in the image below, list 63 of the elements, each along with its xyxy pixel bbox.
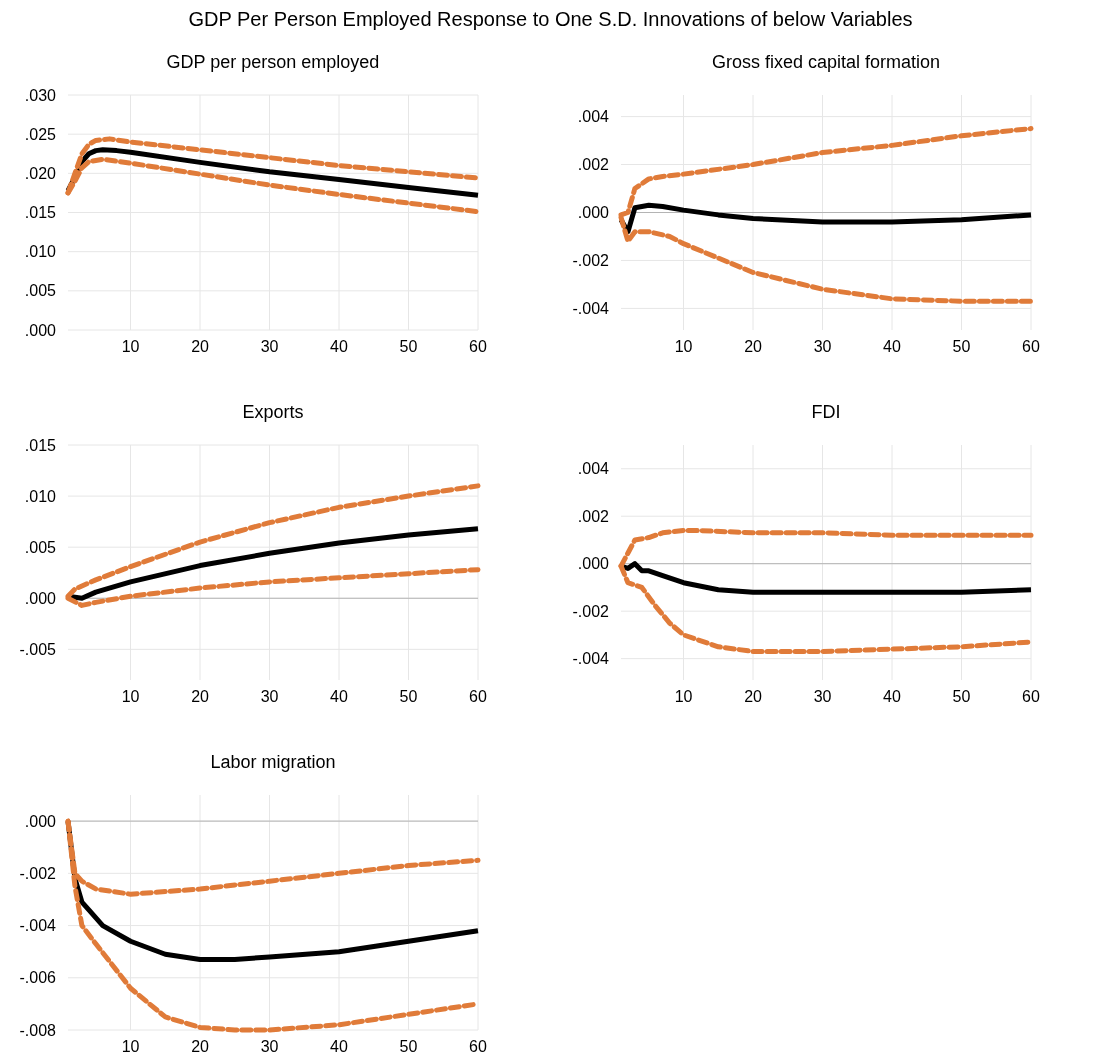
y-tick-label: .000 xyxy=(24,321,57,339)
x-tick-label: 50 xyxy=(399,688,418,705)
chart-title: Exports xyxy=(242,402,304,422)
x-tick-label: 10 xyxy=(121,1038,140,1055)
x-tick-label: 20 xyxy=(191,688,210,705)
text: GDP Per Person Employed Response to One S.D. Innovations of below Variables xyxy=(188,8,913,30)
x-tick-label: 40 xyxy=(330,1038,349,1055)
y-tick-label: -.002 xyxy=(572,252,610,270)
y-tick-label: .015 xyxy=(24,204,57,222)
chart-title: GDP per person employed xyxy=(166,52,380,72)
x-tick-label: 10 xyxy=(674,338,693,355)
y-tick-label: -.002 xyxy=(572,602,610,620)
x-tick-label: 20 xyxy=(744,688,763,705)
y-tick-label: -.004 xyxy=(572,300,610,318)
x-tick-label: 60 xyxy=(469,688,487,705)
x-tick-label: 60 xyxy=(1022,338,1040,355)
x-tick-label: 10 xyxy=(121,338,140,355)
x-tick-label: 60 xyxy=(469,1038,487,1055)
x-tick-label: 50 xyxy=(399,338,418,355)
y-tick-label: -.006 xyxy=(19,969,57,987)
y-tick-label: -.004 xyxy=(19,917,57,935)
x-tick-label: 40 xyxy=(330,338,349,355)
x-tick-label: 50 xyxy=(399,1038,418,1055)
y-tick-label: .000 xyxy=(24,589,57,607)
chart-title: FDI xyxy=(811,402,841,422)
x-tick-label: 40 xyxy=(330,688,349,705)
y-tick-label: .010 xyxy=(24,243,57,261)
x-tick-label: 30 xyxy=(813,338,832,355)
x-tick-label: 20 xyxy=(744,338,763,355)
x-tick-label: 20 xyxy=(191,338,210,355)
y-tick-label: -.008 xyxy=(19,1021,57,1039)
y-tick-label: .004 xyxy=(577,108,610,126)
y-tick-label: .025 xyxy=(24,125,57,143)
chart-title: Gross fixed capital formation xyxy=(711,52,941,72)
x-tick-label: 50 xyxy=(952,688,971,705)
x-tick-label: 60 xyxy=(1022,688,1040,705)
y-tick-label: .015 xyxy=(24,436,57,454)
y-tick-label: .002 xyxy=(577,507,610,525)
x-tick-label: 30 xyxy=(260,1038,279,1055)
y-tick-label: -.005 xyxy=(19,640,57,658)
y-tick-label: -.002 xyxy=(19,864,57,882)
x-tick-label: 40 xyxy=(883,688,902,705)
x-tick-label: 30 xyxy=(813,688,832,705)
x-tick-label: 40 xyxy=(883,338,902,355)
x-tick-label: 20 xyxy=(191,1038,210,1055)
y-tick-label: .002 xyxy=(577,156,610,174)
x-tick-label: 10 xyxy=(121,688,140,705)
y-tick-label: .000 xyxy=(577,555,610,573)
y-tick-label: -.004 xyxy=(572,650,610,668)
x-tick-label: 10 xyxy=(674,688,693,705)
y-tick-label: .020 xyxy=(24,164,57,182)
x-tick-label: 30 xyxy=(260,338,279,355)
y-tick-label: .010 xyxy=(24,487,57,505)
y-tick-label: .030 xyxy=(24,86,57,104)
y-tick-label: .004 xyxy=(577,460,610,478)
y-tick-label: .005 xyxy=(24,282,57,300)
chart-title: Labor migration xyxy=(210,752,336,772)
x-tick-label: 50 xyxy=(952,338,971,355)
x-tick-label: 30 xyxy=(260,688,279,705)
y-tick-label: .000 xyxy=(24,812,57,830)
y-tick-label: .000 xyxy=(577,204,610,222)
x-tick-label: 60 xyxy=(469,338,487,355)
y-tick-label: .005 xyxy=(24,538,57,556)
